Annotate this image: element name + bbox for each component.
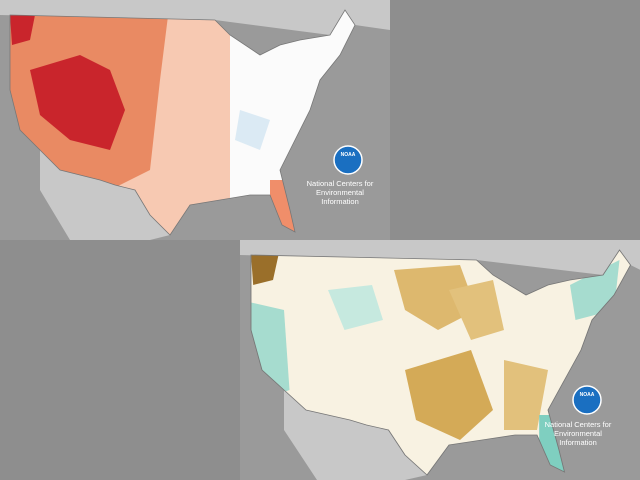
temperature-map: NOAA National Centers for Environmental … bbox=[0, 0, 390, 240]
noaa-logo bbox=[333, 145, 363, 175]
logo-text: NOAA bbox=[341, 152, 356, 158]
credit: National Centers for bbox=[307, 179, 374, 188]
credit: Information bbox=[321, 197, 359, 206]
credit: Information bbox=[559, 438, 597, 447]
canada bbox=[0, 0, 390, 35]
noaa-logo bbox=[572, 385, 602, 415]
credit: National Centers for bbox=[545, 420, 612, 429]
credit: Environmental bbox=[554, 429, 602, 438]
canada bbox=[240, 240, 640, 275]
logo-text: NOAA bbox=[580, 392, 595, 398]
precipitation-map bbox=[240, 240, 640, 480]
credit: Environmental bbox=[316, 188, 364, 197]
